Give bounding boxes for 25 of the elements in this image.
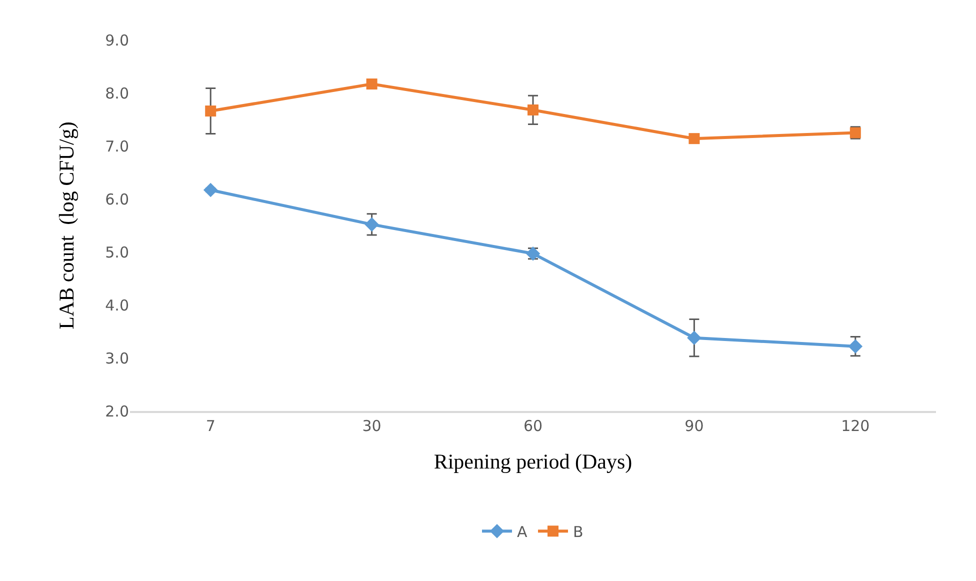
x-tick-label: 120 <box>841 416 870 435</box>
y-tick-label: 9.0 <box>105 31 129 50</box>
point <box>203 182 218 198</box>
legend-label: B <box>573 522 584 541</box>
y-axis-title: LAB count (log CFU/g) <box>54 122 78 330</box>
y-tick-label: 8.0 <box>105 84 129 102</box>
legend-label: A <box>517 522 528 541</box>
x-tick-label: 7 <box>206 416 216 435</box>
point <box>688 133 700 144</box>
y-tick-label: 7.0 <box>105 137 129 156</box>
point <box>848 339 863 354</box>
y-tick-label: 4.0 <box>105 296 129 314</box>
point <box>366 78 378 90</box>
point <box>364 217 379 232</box>
x-tick-label: 30 <box>362 416 382 435</box>
x-axis-title: Ripening period (Days) <box>434 449 632 474</box>
point <box>687 330 702 346</box>
point <box>205 106 216 117</box>
y-tick-label: 6.0 <box>105 190 129 208</box>
y-tick-label: 2.0 <box>105 402 129 420</box>
x-tick-label: 60 <box>523 416 543 435</box>
x-tick-label: 90 <box>684 416 704 435</box>
y-tick-label: 5.0 <box>105 243 129 262</box>
y-tick-label: 3.0 <box>105 349 129 368</box>
point <box>528 104 538 116</box>
